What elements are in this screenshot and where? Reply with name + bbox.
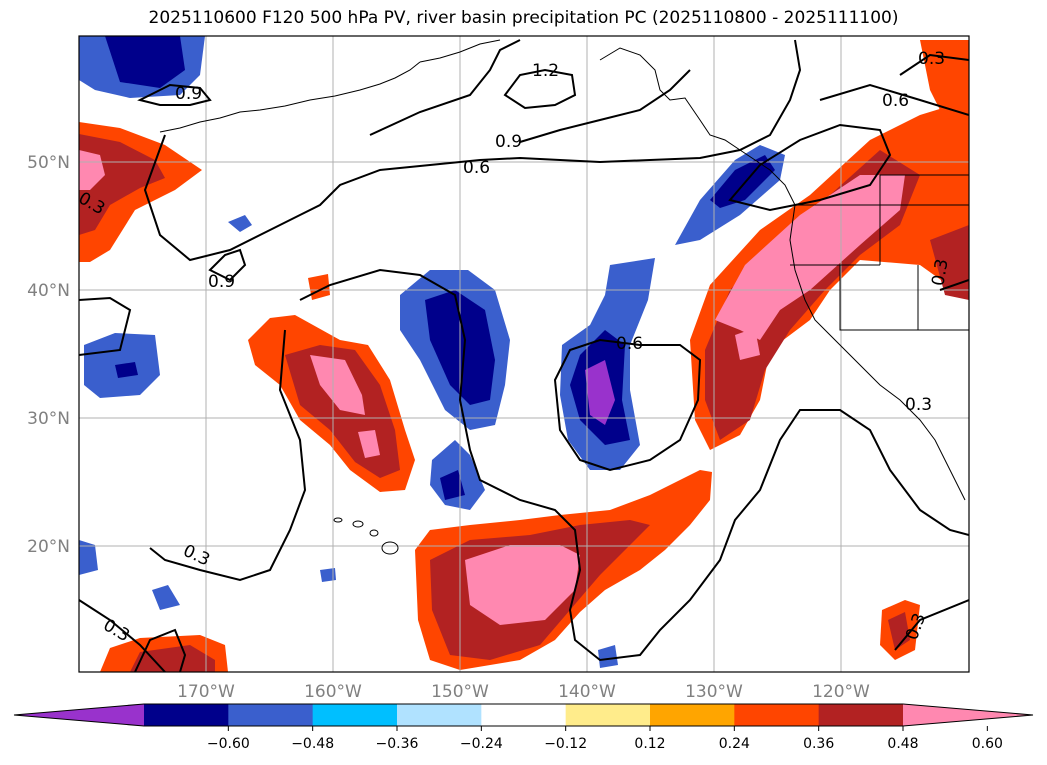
- negative-patch-sw2: [152, 585, 180, 610]
- precip-shading: [79, 36, 969, 672]
- lon-label: 120°W: [812, 682, 870, 702]
- positive-anomaly-west: [79, 122, 202, 262]
- colorbar-tick-label: −0.48: [291, 736, 334, 752]
- lon-label: 130°W: [685, 682, 743, 702]
- contour-label: 0.3: [928, 257, 952, 287]
- lon-label: 140°W: [558, 682, 616, 702]
- colorbar-segment: [565, 704, 651, 726]
- map-title: 2025110600 F120 500 hPa PV, river basin …: [148, 8, 899, 28]
- colorbar-tick-label: 0.36: [803, 736, 834, 752]
- colorbar-segment: [397, 704, 482, 726]
- colorbar-segment: [650, 704, 735, 726]
- longitude-labels: 170°W 160°W 150°W 140°W 130°W 120°W: [177, 682, 870, 702]
- lat-label: 30°N: [27, 409, 70, 429]
- negative-patch: [228, 215, 252, 232]
- colorbar: [13, 703, 1034, 731]
- colorbar-tick-label: −0.24: [460, 736, 503, 752]
- lat-label: 40°N: [27, 281, 70, 301]
- gridlines: [79, 36, 969, 672]
- positive-anomaly-subtropical: [415, 470, 712, 670]
- contour-label: 0.6: [882, 91, 909, 111]
- negative-anomaly-140w: [560, 258, 655, 470]
- lon-label: 150°W: [431, 682, 489, 702]
- contour-label: 0.3: [918, 49, 945, 69]
- negative-anomaly-pacific-nw: [675, 145, 785, 245]
- contour-label-group: 1.2 0.9 0.9 0.9 0.6 0.6 0.6 0.3 0.3 0.3 …: [75, 49, 953, 646]
- map-frame: [78, 35, 970, 673]
- colorbar-tick-label: 0.24: [719, 736, 750, 752]
- colorbar-segment: [481, 704, 567, 726]
- colorbar-segment: [734, 704, 820, 726]
- negative-anomaly-far-west: [84, 333, 160, 398]
- colorbar-extend-low: [14, 704, 144, 726]
- colorbar-tick-label: 0.12: [634, 736, 665, 752]
- colorbar-tick-labels: −0.60 −0.48 −0.36 −0.24 −0.12 0.12 0.24 0.36 0.4…: [207, 736, 1003, 752]
- latitude-labels: 50°N 40°N 30°N 20°N: [27, 153, 70, 557]
- negative-patch-south: [598, 645, 618, 668]
- colorbar-tick-label: −0.12: [544, 736, 587, 752]
- hawaiian-islands: [333, 517, 399, 555]
- colorbar-segment: [312, 704, 398, 726]
- colorbar-tick-label: −0.36: [376, 736, 419, 752]
- negative-patch-hawaii: [320, 568, 336, 582]
- contour-label: 1.2: [532, 61, 559, 81]
- colorbar-segment: [818, 704, 904, 726]
- positive-anomaly-southwest: [100, 635, 228, 672]
- colorbar-segment: [228, 704, 314, 726]
- lon-label: 170°W: [177, 682, 235, 702]
- contour-label: 0.6: [616, 334, 643, 354]
- lon-label: 160°W: [304, 682, 362, 702]
- colorbar-tick-label: −0.60: [207, 736, 250, 752]
- contour-label: 0.3: [905, 395, 932, 415]
- negative-patch-sw: [79, 540, 98, 575]
- lat-label: 20°N: [27, 537, 70, 557]
- pv-contours: [79, 39, 969, 672]
- negative-anomaly-northwest: [79, 36, 205, 98]
- positive-anomaly-west-coast: [690, 40, 969, 450]
- contour-label: 0.6: [463, 158, 490, 178]
- positive-anomaly-southeast: [880, 600, 920, 660]
- contour-label: 0.9: [495, 132, 522, 152]
- colorbar-segment: [144, 704, 229, 726]
- colorbar-tick-label: 0.60: [972, 736, 1003, 752]
- colorbar-tick-label: 0.48: [887, 736, 918, 752]
- colorbar-extend-high: [903, 704, 1033, 726]
- positive-anomaly-160w: [248, 315, 415, 492]
- colorbar-outline: [13, 703, 1034, 727]
- contour-label: 0.9: [175, 84, 202, 104]
- lat-label: 50°N: [27, 153, 70, 173]
- contour-label: 0.9: [208, 272, 235, 292]
